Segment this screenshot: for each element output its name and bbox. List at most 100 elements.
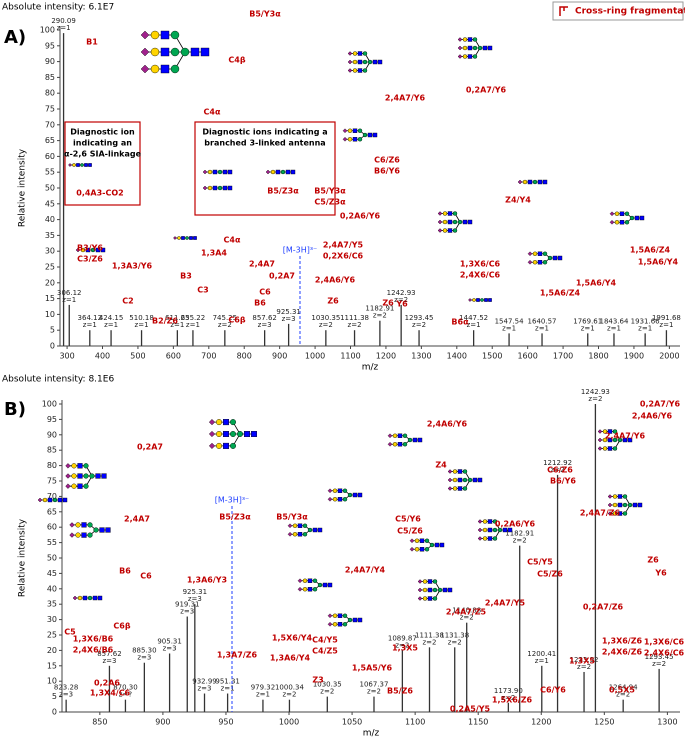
peak-charge-label: z=1 [535,657,549,665]
mannose [342,622,348,627]
glcnac [502,527,508,533]
y-tick-label: 35 [45,231,55,240]
galactose [612,502,618,508]
mannose [362,132,368,138]
glcnac [212,169,218,175]
glcnac [84,163,88,167]
precursor-label: [M-3H]³⁻ [215,496,250,505]
fragment-label: B5/Z3α [219,513,251,522]
fragment-label: C2 [122,297,133,306]
glcnac [397,442,403,447]
x-tick-label: 500 [130,352,145,361]
glcnac [97,595,103,601]
x-tick-label: 600 [166,352,181,361]
glcnac [442,587,448,593]
galactose [292,532,298,537]
glcnac [297,532,303,537]
y-tick-label: 50 [47,554,57,563]
glcnac [487,536,493,541]
sialic-acid [527,251,533,257]
fragment-label: 1,5X6/Y4 [272,634,313,643]
mannose [217,169,223,175]
glcnac [447,228,453,233]
glcnac [160,64,170,74]
peak-mz-label: 1233.92 [570,656,599,664]
glcnac [477,477,483,483]
y-tick-label: 100 [42,400,57,409]
y-tick-label: 20 [45,278,55,287]
peak-mz-label: 857.62 [252,314,277,322]
y-tick-label: 55 [47,538,57,547]
mannose [170,30,180,40]
galactose [215,442,222,449]
peak-charge-label: z=3 [188,595,202,603]
glcnac [352,492,358,498]
peak-mz-label: 925.31 [183,588,208,596]
fragment-label: C6 [259,288,271,297]
glcnac [62,497,68,503]
glcnac [447,219,453,225]
glcnac [487,527,493,533]
fragment-label: 0,2A6/Y6 [340,212,381,221]
glcnac [557,255,563,261]
peak-mz-label: 1293.45 [405,314,434,322]
mannose [627,502,633,508]
mannose [424,538,430,543]
peak-charge-label: z=1 [186,321,200,329]
glcnac [372,59,378,65]
diagnostic-text: α-2,6 SIA-linkage [64,150,142,159]
glcnac [297,523,303,528]
peak-mz-label: 823.28 [54,684,79,692]
diagnostic-text: branched 3-linked antenna [204,139,325,148]
mannose [492,519,498,524]
fragment-label: 2,4A7/Y5 [485,599,526,608]
fragment-label: B6/Y6 [374,167,400,176]
peak-charge-label: z=1 [502,324,516,332]
mannose [492,527,498,533]
y-tick-label: 20 [47,646,57,655]
fragment-label: 2,4A6/Y6 [427,420,468,429]
mannose [462,469,468,474]
glcnac [76,163,80,167]
mannose [622,502,628,508]
galactose [462,54,468,59]
peak-charge-label: z=1 [135,321,149,329]
sialic-acid [437,219,443,225]
sialic-acid [208,430,216,438]
glcnac [467,37,473,42]
fragment-label: B5/Y3α [276,513,308,522]
peak-mz-label: 1140.88 [452,607,481,615]
mannose [280,169,286,175]
precursor-label: [M-3H]³⁻ [283,246,318,255]
mannose [542,260,548,265]
diagnostic-box [194,121,336,216]
fragment-label: B5/Y3α [314,187,346,196]
galactose [462,45,468,51]
y-tick-label: 75 [47,477,57,486]
x-tick-label: 1100 [405,718,425,727]
fragment-label: C5/Y5 [527,558,553,567]
sialic-acid [68,163,72,167]
sialic-acid [347,68,353,73]
mannose [457,219,463,225]
x-tick-label: 1000 [279,718,299,727]
peak-charge-label: z=1 [221,685,235,693]
mannose [437,587,443,593]
y-tick-label: 85 [47,446,57,455]
mannose [462,477,468,483]
glcnac [99,527,105,533]
y-tick-label: 45 [45,199,55,208]
glcnac [81,522,87,528]
sialic-acid [607,502,613,508]
glcnac [357,59,363,65]
glcnac [537,179,543,185]
fragment-label: Y6 [654,569,667,578]
y-tick-label: 35 [47,600,57,609]
glcnac [222,169,228,175]
peak-charge-label: z=3 [137,654,151,662]
peak-mz-label: 1030.35 [311,314,340,322]
y-tick-label: 65 [45,136,55,145]
peak-charge-label: z=2 [448,638,462,646]
panel-letter: B) [4,399,26,420]
glcnac [447,211,453,216]
